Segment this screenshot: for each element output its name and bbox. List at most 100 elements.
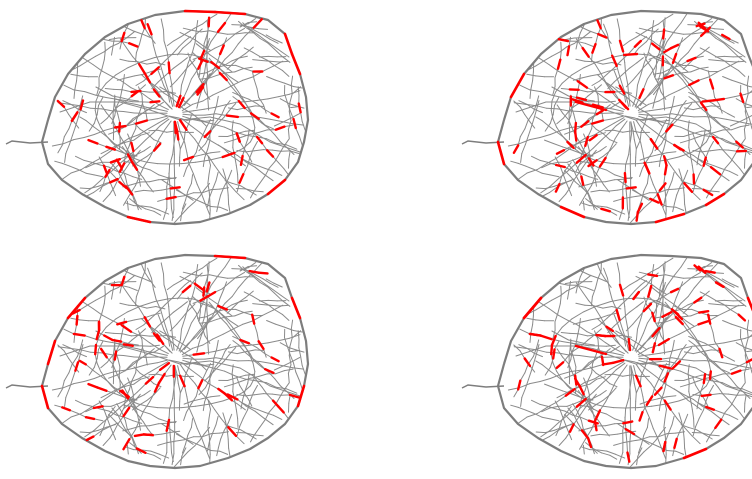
- street-segment: [54, 160, 63, 164]
- street-segment: [100, 104, 108, 114]
- street-segment: [677, 350, 682, 360]
- street-segment: [119, 284, 123, 294]
- street-segment: [117, 415, 125, 425]
- street-segment: [625, 340, 630, 351]
- street-segment: [688, 136, 699, 141]
- street-segment: [635, 360, 667, 365]
- street-segment: [248, 26, 257, 32]
- street-segment: [108, 166, 117, 172]
- street-segment: [212, 180, 217, 190]
- street-segment: [152, 288, 157, 301]
- street-segment: [123, 172, 134, 178]
- street-segment: [650, 283, 660, 291]
- street-segment: [173, 459, 182, 468]
- street-segment: [70, 73, 81, 77]
- street-segment: [68, 135, 73, 145]
- highlighted-segment: [178, 374, 186, 388]
- street-segment: [547, 157, 558, 164]
- street-segment: [700, 46, 710, 55]
- highlighted-segment: [235, 132, 241, 143]
- street-segment: [194, 39, 204, 47]
- street-segment: [101, 303, 105, 314]
- street-segment: [558, 437, 567, 446]
- street-segment: [202, 157, 206, 168]
- street-segment: [239, 22, 249, 28]
- street-segment: [103, 294, 106, 305]
- street-segment: [729, 170, 739, 176]
- street-segment: [221, 350, 226, 360]
- street-segment: [728, 400, 735, 408]
- street-segment: [681, 318, 689, 328]
- street-segment: [232, 96, 240, 102]
- street-segment: [167, 53, 182, 56]
- highlighted-segment: [573, 374, 578, 386]
- street-segment: [543, 299, 553, 306]
- street-segment: [123, 398, 126, 408]
- street-segment: [187, 182, 192, 192]
- street-segment: [138, 403, 148, 407]
- highlighted-segment: [202, 286, 206, 297]
- street-segment: [109, 422, 119, 427]
- street-segment: [159, 453, 170, 459]
- highlighted-segment: [144, 375, 155, 385]
- street-segment: [114, 105, 119, 115]
- street-segment: [257, 34, 266, 41]
- street-segment: [187, 445, 196, 453]
- street-segment: [199, 375, 210, 385]
- street-segment: [592, 167, 596, 178]
- street-segment: [209, 360, 241, 369]
- street-segment: [618, 207, 624, 220]
- street-segment: [198, 334, 202, 344]
- street-segment: [268, 405, 276, 413]
- street-segment: [62, 344, 72, 349]
- street-segment: [249, 134, 255, 143]
- street-segment: [280, 51, 290, 58]
- street-segment: [643, 59, 652, 68]
- street-segment: [101, 59, 105, 70]
- street-segment: [593, 128, 605, 136]
- highlighted-segment: [152, 332, 161, 342]
- street-segment: [278, 304, 289, 307]
- street-segment: [654, 90, 658, 100]
- street-segment: [135, 80, 145, 86]
- street-segment: [103, 91, 113, 97]
- street-segment: [91, 157, 102, 164]
- street-segment: [293, 362, 297, 373]
- street-segment: [124, 95, 133, 103]
- street-segment: [301, 364, 306, 375]
- street-segment: [597, 263, 602, 273]
- street-segment: [587, 192, 593, 202]
- street-segment: [207, 173, 210, 184]
- street-segment: [713, 409, 722, 413]
- street-segment: [573, 37, 584, 44]
- street-segment: [665, 67, 675, 77]
- street-segment: [231, 373, 234, 384]
- highlighted-segment: [195, 82, 205, 94]
- street-segment: [299, 136, 303, 146]
- street-segment: [261, 142, 268, 151]
- street-segment: [114, 149, 124, 154]
- street-segment: [231, 82, 240, 93]
- street-segment: [146, 306, 157, 309]
- street-segment: [657, 72, 661, 83]
- street-segment: [109, 388, 120, 397]
- street-segment: [100, 393, 109, 399]
- street-segment: [720, 39, 730, 46]
- street-segment: [556, 393, 565, 399]
- street-segment: [148, 278, 156, 288]
- street-segment: [96, 118, 102, 128]
- street-segment: [210, 31, 219, 42]
- street-segment: [570, 349, 575, 359]
- street-segment: [278, 337, 291, 342]
- street-segment: [243, 141, 251, 149]
- street-segment: [551, 330, 561, 336]
- street-segment: [243, 100, 250, 111]
- street-segment: [123, 142, 129, 151]
- street-segment: [169, 153, 174, 166]
- highlighted-segment: [642, 302, 653, 313]
- street-segment: [99, 183, 104, 193]
- street-segment: [143, 390, 151, 396]
- street-segment: [163, 40, 168, 52]
- street-segment: [168, 115, 179, 119]
- highlighted-segment: [550, 334, 557, 347]
